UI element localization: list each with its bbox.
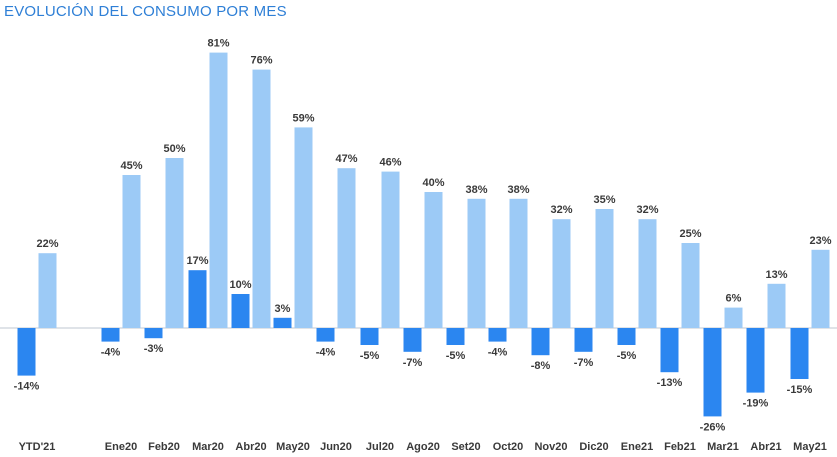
x-tick-label-0: YTD'21 [19, 441, 56, 453]
data-label-dark-6: -4% [316, 347, 336, 359]
chart-title: EVOLUCIÓN DEL CONSUMO POR MES [4, 3, 287, 20]
bar-light-3 [209, 52, 228, 328]
bar-light-16 [767, 283, 786, 328]
bar-light-1 [122, 175, 141, 328]
bar-light-14 [681, 243, 700, 328]
bar-dark-11 [531, 328, 550, 356]
data-label-light-12: 35% [593, 194, 615, 206]
bar-dark-13 [617, 328, 636, 345]
data-label-light-5: 59% [292, 112, 314, 124]
data-label-dark-5: 3% [275, 303, 291, 315]
bar-dark-15 [703, 328, 722, 417]
data-label-light-13: 32% [636, 204, 658, 216]
bar-light-7 [381, 171, 400, 328]
data-label-dark-7: -5% [360, 350, 380, 362]
data-label-dark-15: -26% [700, 421, 726, 433]
data-label-dark-10: -4% [488, 347, 508, 359]
x-tick-label-14: Feb21 [664, 441, 696, 453]
bar-light-4 [252, 69, 271, 328]
bar-dark-0 [17, 328, 36, 376]
data-label-dark-3: 17% [186, 255, 208, 267]
data-label-light-15: 6% [726, 293, 742, 305]
bar-dark-16 [746, 328, 765, 393]
data-label-dark-11: -8% [531, 360, 551, 372]
x-tick-label-11: Nov20 [534, 441, 567, 453]
x-tick-label-8: Ago20 [406, 441, 440, 453]
bar-light-11 [552, 219, 571, 328]
data-label-light-14: 25% [679, 228, 701, 240]
bar-light-2 [165, 158, 184, 328]
data-label-light-6: 47% [335, 153, 357, 165]
data-label-dark-16: -19% [743, 398, 769, 410]
data-label-light-2: 50% [163, 143, 185, 155]
x-tick-label-5: May20 [276, 441, 310, 453]
bar-light-10 [509, 198, 528, 328]
bar-light-15 [724, 307, 743, 328]
data-label-dark-13: -5% [617, 350, 637, 362]
bar-dark-1 [101, 328, 120, 342]
x-tick-label-4: Abr20 [235, 441, 266, 453]
data-label-dark-4: 10% [229, 279, 251, 291]
x-tick-label-10: Oct20 [493, 441, 524, 453]
bar-light-6 [337, 168, 356, 328]
data-label-light-8: 40% [422, 177, 444, 189]
x-tick-label-1: Ene20 [105, 441, 137, 453]
bar-light-17 [811, 249, 830, 328]
data-label-light-1: 45% [120, 160, 142, 172]
x-tick-label-6: Jun20 [320, 441, 352, 453]
data-label-dark-12: -7% [574, 357, 594, 369]
bar-dark-4 [231, 294, 250, 328]
bar-light-0 [38, 253, 57, 328]
data-label-light-7: 46% [379, 157, 401, 169]
data-label-dark-2: -3% [144, 343, 164, 355]
bar-dark-12 [574, 328, 593, 352]
bar-light-12 [595, 209, 614, 328]
data-label-light-16: 13% [765, 269, 787, 281]
bar-dark-5 [273, 317, 292, 328]
data-label-light-3: 81% [207, 38, 229, 50]
data-label-light-0: 22% [36, 238, 58, 250]
x-tick-label-7: Jul20 [366, 441, 394, 453]
data-label-dark-1: -4% [101, 347, 121, 359]
x-tick-label-16: Abr21 [750, 441, 781, 453]
x-tick-label-12: Dic20 [579, 441, 608, 453]
bar-dark-9 [446, 328, 465, 345]
data-label-dark-0: -14% [14, 381, 40, 393]
bar-light-8 [424, 192, 443, 328]
bar-light-13 [638, 219, 657, 328]
bar-light-5 [294, 127, 313, 329]
bar-dark-7 [360, 328, 379, 345]
bar-dark-17 [790, 328, 809, 379]
data-label-light-17: 23% [809, 235, 831, 247]
data-label-dark-8: -7% [403, 357, 423, 369]
x-tick-label-2: Feb20 [148, 441, 180, 453]
bar-dark-8 [403, 328, 422, 352]
x-tick-label-3: Mar20 [192, 441, 224, 453]
x-tick-label-13: Ene21 [621, 441, 653, 453]
data-label-dark-17: -15% [787, 384, 813, 396]
data-label-light-9: 38% [465, 184, 487, 196]
bar-dark-2 [144, 328, 163, 339]
x-tick-label-15: Mar21 [707, 441, 739, 453]
x-tick-label-9: Set20 [451, 441, 480, 453]
bar-dark-14 [660, 328, 679, 373]
data-label-dark-14: -13% [657, 377, 683, 389]
data-label-light-4: 76% [250, 55, 272, 67]
bar-dark-10 [488, 328, 507, 342]
data-label-light-11: 32% [550, 204, 572, 216]
bar-light-9 [467, 198, 486, 328]
x-tick-label-17: May21 [793, 441, 827, 453]
bar-dark-6 [316, 328, 335, 342]
bar-dark-3 [188, 270, 207, 328]
data-label-light-10: 38% [507, 184, 529, 196]
data-label-dark-9: -5% [446, 350, 466, 362]
